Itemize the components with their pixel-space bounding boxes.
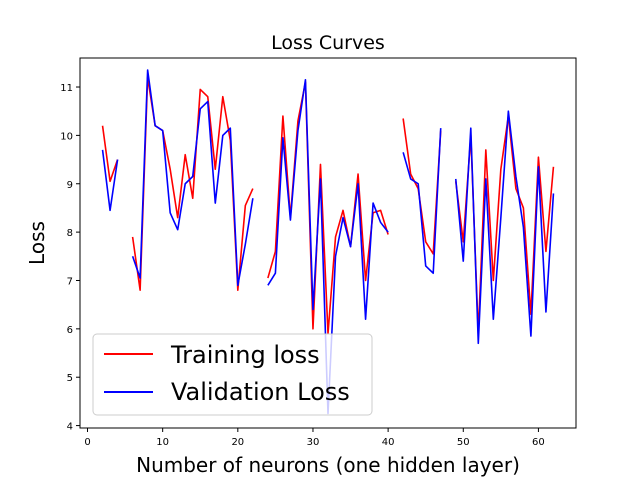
series-line-segment (402, 118, 442, 255)
y-axis-ticks: 4 5 6 7 8 9 10 11 (60, 83, 80, 433)
series-line-segment (402, 128, 442, 275)
plot-frame (79, 57, 577, 429)
chart-title: Loss Curves (271, 32, 385, 54)
legend-label-training: Training loss (170, 341, 320, 369)
y-tick-label: 6 (67, 325, 73, 336)
y-tick-label: 9 (67, 180, 73, 191)
x-tick-label: 60 (532, 437, 545, 448)
series-line-segment (454, 110, 555, 345)
x-tick-label: 20 (231, 437, 244, 448)
y-tick-label: 11 (60, 83, 73, 94)
x-axis-ticks: 0 10 20 30 40 50 60 (84, 428, 545, 448)
y-tick-label: 5 (67, 373, 73, 384)
y-tick-label: 8 (67, 228, 73, 239)
legend-frame (92, 333, 373, 416)
y-tick-label: 4 (67, 422, 73, 433)
series-validation-loss (101, 69, 555, 415)
y-axis-label: Loss (25, 221, 49, 265)
x-tick-label: 10 (156, 437, 169, 448)
x-tick-label: 50 (457, 437, 470, 448)
x-tick-label: 40 (382, 437, 395, 448)
y-tick-label: 10 (60, 131, 73, 142)
legend: Training loss Validation Loss (92, 333, 373, 416)
x-tick-label: 0 (84, 437, 90, 448)
x-axis-label: Number of neurons (one hidden layer) (136, 453, 520, 477)
x-tick-label: 30 (307, 437, 320, 448)
y-tick-label: 7 (67, 276, 73, 287)
legend-label-validation: Validation Loss (171, 378, 350, 406)
